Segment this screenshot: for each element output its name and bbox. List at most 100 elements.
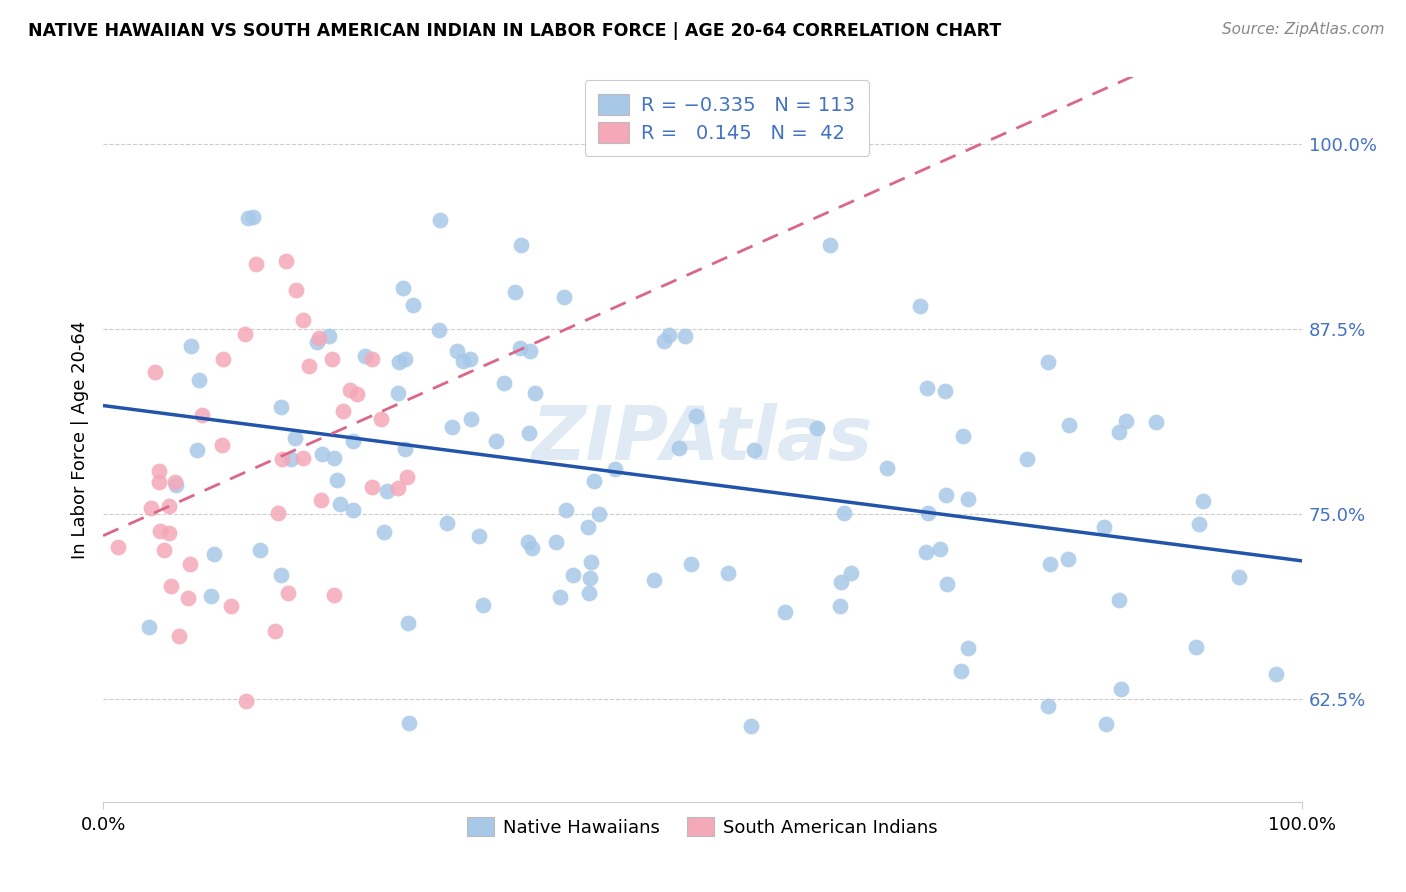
Point — [588, 508, 610, 522]
Point — [307, 334, 329, 349]
Point — [190, 408, 212, 422]
Point — [160, 579, 183, 593]
Point — [271, 451, 294, 466]
Point — [291, 312, 314, 326]
Point — [353, 349, 375, 363]
Point — [387, 385, 409, 400]
Point — [742, 442, 765, 457]
Point — [717, 566, 740, 580]
Point — [876, 461, 898, 475]
Y-axis label: In Labor Force | Age 20-64: In Labor Force | Age 20-64 — [72, 321, 89, 559]
Point — [326, 473, 349, 487]
Point — [308, 330, 330, 344]
Point — [578, 586, 600, 600]
Point — [148, 464, 170, 478]
Point — [679, 557, 702, 571]
Point — [834, 506, 856, 520]
Point — [830, 599, 852, 613]
Point — [652, 334, 675, 349]
Point — [952, 428, 974, 442]
Point — [318, 329, 340, 343]
Point — [510, 237, 533, 252]
Point — [579, 555, 602, 569]
Point — [956, 491, 979, 506]
Point — [280, 452, 302, 467]
Point — [546, 535, 568, 549]
Point — [553, 290, 575, 304]
Point — [1144, 415, 1167, 429]
Point — [179, 557, 201, 571]
Point — [1264, 667, 1286, 681]
Point — [394, 351, 416, 366]
Point — [949, 664, 972, 678]
Point — [361, 351, 384, 366]
Point — [935, 577, 957, 591]
Point — [270, 567, 292, 582]
Point — [346, 387, 368, 401]
Text: ZIPAtlas: ZIPAtlas — [531, 403, 873, 476]
Point — [167, 629, 190, 643]
Point — [471, 599, 494, 613]
Point — [187, 373, 209, 387]
Point — [576, 520, 599, 534]
Point — [219, 599, 242, 614]
Point — [292, 451, 315, 466]
Point — [643, 573, 665, 587]
Point — [830, 574, 852, 589]
Point — [1115, 414, 1137, 428]
Point — [157, 500, 180, 514]
Point — [1108, 592, 1130, 607]
Point — [395, 470, 418, 484]
Point — [773, 605, 796, 619]
Point — [446, 344, 468, 359]
Point — [582, 474, 605, 488]
Point — [934, 384, 956, 398]
Point — [396, 615, 419, 630]
Point — [579, 571, 602, 585]
Point — [1092, 520, 1115, 534]
Point — [485, 434, 508, 448]
Point — [839, 566, 862, 580]
Point — [245, 257, 267, 271]
Point — [342, 434, 364, 448]
Point — [145, 365, 167, 379]
Point — [211, 438, 233, 452]
Point — [1188, 517, 1211, 532]
Point — [1038, 355, 1060, 369]
Point — [235, 693, 257, 707]
Point — [107, 540, 129, 554]
Point — [267, 506, 290, 520]
Point — [238, 211, 260, 225]
Point — [460, 412, 482, 426]
Point — [440, 420, 463, 434]
Point — [311, 446, 333, 460]
Point — [658, 327, 681, 342]
Point — [673, 329, 696, 343]
Point — [1057, 552, 1080, 566]
Point — [1185, 640, 1208, 655]
Point — [1109, 682, 1132, 697]
Point — [148, 475, 170, 489]
Point — [908, 299, 931, 313]
Point — [1095, 717, 1118, 731]
Point — [242, 210, 264, 224]
Point — [917, 506, 939, 520]
Point — [298, 359, 321, 373]
Point — [740, 719, 762, 733]
Point — [322, 451, 344, 466]
Point — [519, 343, 541, 358]
Point — [685, 409, 707, 424]
Point — [233, 326, 256, 341]
Point — [309, 492, 332, 507]
Point — [1036, 698, 1059, 713]
Point — [361, 480, 384, 494]
Point — [429, 213, 451, 227]
Point — [1192, 493, 1215, 508]
Point — [668, 442, 690, 456]
Point — [177, 591, 200, 605]
Point — [165, 475, 187, 489]
Point — [375, 483, 398, 498]
Point — [915, 381, 938, 395]
Point — [388, 355, 411, 369]
Point — [517, 426, 540, 441]
